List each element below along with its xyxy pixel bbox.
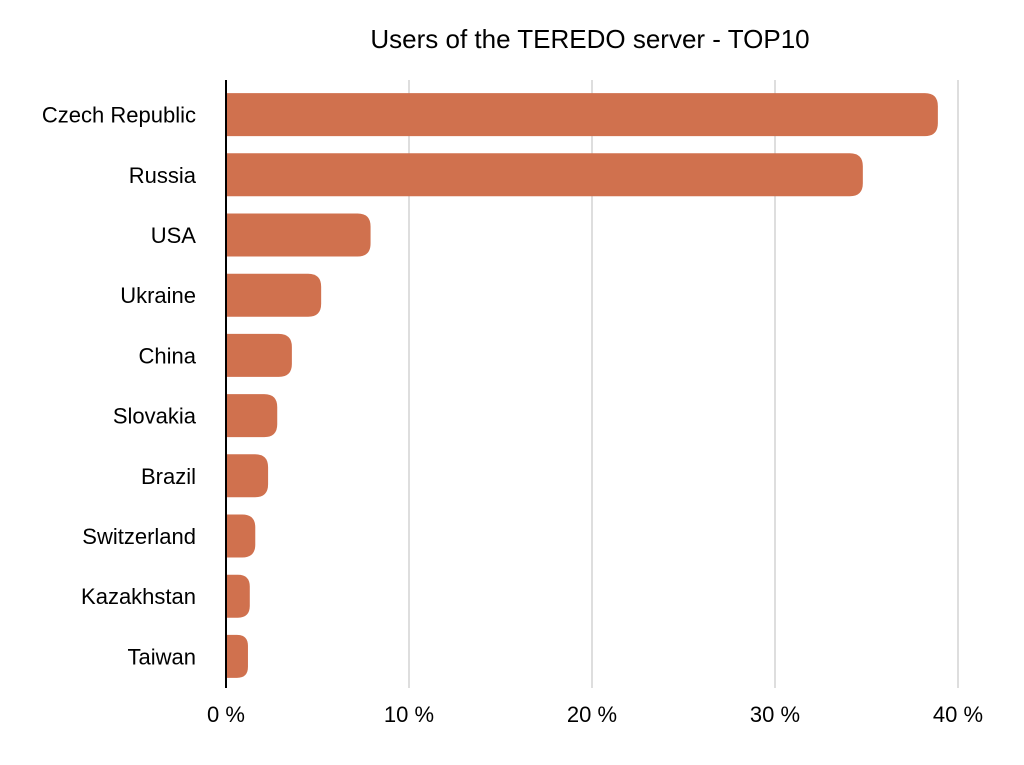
category-label: Slovakia [113, 404, 197, 429]
category-label: Russia [129, 163, 197, 188]
bars [226, 93, 938, 678]
category-label: Switzerland [82, 524, 196, 549]
bar-kazakhstan [226, 574, 250, 618]
chart-title: Users of the TEREDO server - TOP10 [370, 24, 809, 54]
bar-taiwan [226, 634, 248, 678]
category-label: Kazakhstan [81, 584, 196, 609]
category-label: Taiwan [128, 644, 196, 669]
bar-switzerland [226, 514, 256, 558]
category-label: Ukraine [120, 283, 196, 308]
x-tick-label: 0 % [207, 702, 245, 727]
bar-ukraine [226, 273, 322, 317]
x-tick-label: 30 % [750, 702, 800, 727]
bar-czech-republic [226, 93, 938, 137]
x-tick-label: 10 % [384, 702, 434, 727]
x-tick-label: 40 % [933, 702, 983, 727]
category-label: Czech Republic [42, 103, 196, 128]
bar-slovakia [226, 394, 278, 438]
category-label: China [139, 343, 197, 368]
category-labels: Czech Republic Russia USA Ukraine China Slova… [42, 103, 197, 670]
x-tick-label: 20 % [567, 702, 617, 727]
x-tick-labels: 0 % 10 % 20 % 30 % 40 % [207, 702, 983, 727]
category-label: USA [151, 223, 197, 248]
bar-brazil [226, 454, 269, 498]
bar-china [226, 333, 292, 377]
bar-usa [226, 213, 371, 257]
bar-russia [226, 153, 863, 197]
category-label: Brazil [141, 464, 196, 489]
